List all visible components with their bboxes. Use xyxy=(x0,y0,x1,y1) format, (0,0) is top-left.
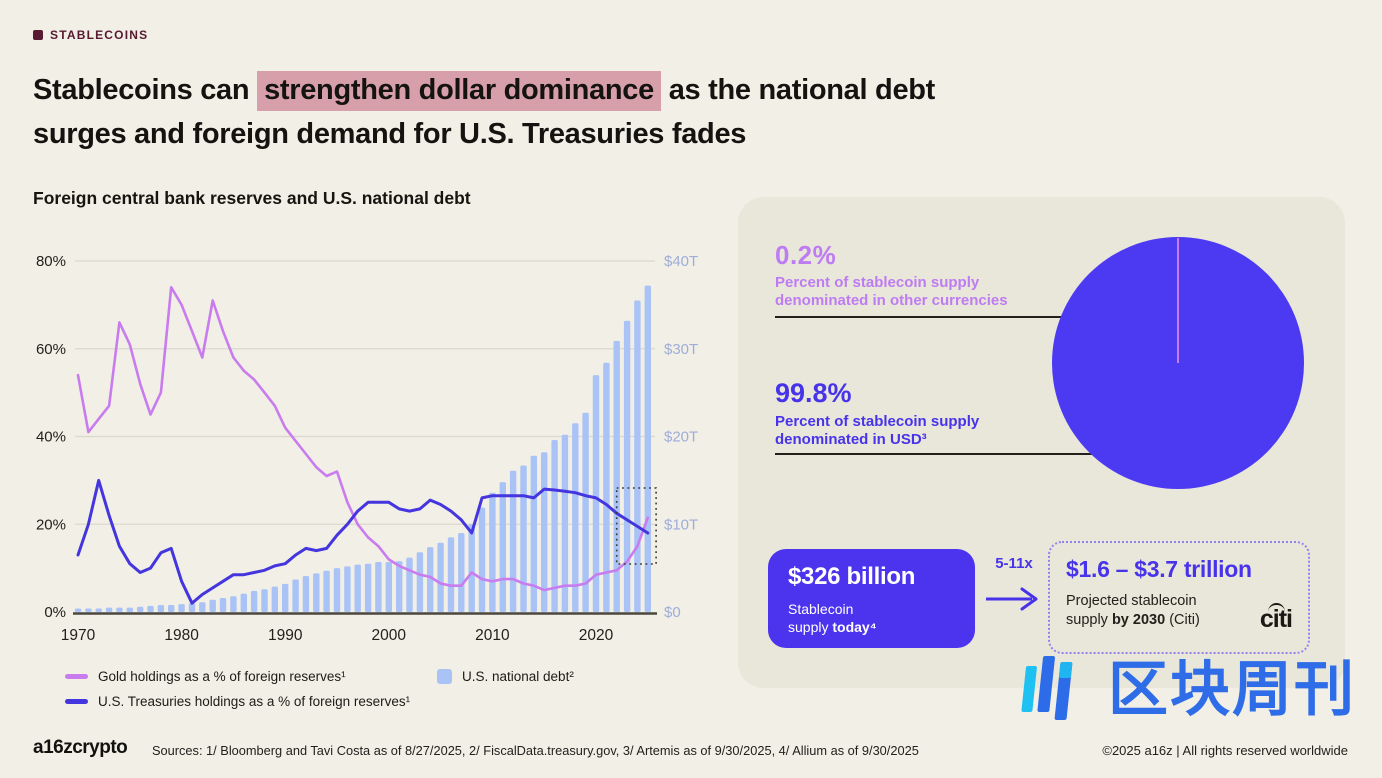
citi-arc-icon xyxy=(1267,603,1285,612)
legend-gold-label: Gold holdings as a % of foreign reserves… xyxy=(98,669,346,684)
right-arrow-icon xyxy=(986,587,1038,611)
watermark: 区块周刊 xyxy=(1014,648,1356,720)
multiplier-label: 5-11x xyxy=(995,555,1033,572)
legend-treasuries: U.S. Treasuries holdings as a % of forei… xyxy=(65,694,410,709)
stablecoins-tag: STABLECOINS xyxy=(33,28,148,42)
title-line2: surges and foreign demand for U.S. Treas… xyxy=(33,118,747,150)
tag-label: STABLECOINS xyxy=(50,28,149,42)
supply-today-label-line2: supply today⁴ xyxy=(788,619,877,635)
supply-today-label: Stablecoin supply today⁴ xyxy=(788,600,955,636)
pointer-line-usd xyxy=(775,453,1092,455)
debt-bar-swatch-icon xyxy=(437,669,452,684)
svg-text:2020: 2020 xyxy=(579,627,614,644)
stat-other-desc: Percent of stablecoin supply denominated… xyxy=(775,274,1008,310)
title-pre: Stablecoins can xyxy=(33,74,258,106)
gold-line-swatch-icon xyxy=(65,674,88,679)
svg-text:0%: 0% xyxy=(44,604,66,621)
projected-supply-card: $1.6 – $3.7 trillion Projected stablecoi… xyxy=(1048,541,1310,654)
stat-usd-desc: Percent of stablecoin supply denominated… xyxy=(775,413,979,449)
legend-debt-label: U.S. national debt² xyxy=(462,669,574,684)
svg-text:20%: 20% xyxy=(36,516,66,533)
citi-logo: citi xyxy=(1259,603,1293,633)
svg-text:$30T: $30T xyxy=(664,341,698,358)
stablecoin-supply-today-card: $326 billion Stablecoin supply today⁴ xyxy=(768,549,975,648)
chart-heading: Foreign central bank reserves and U.S. n… xyxy=(33,188,471,208)
svg-text:$40T: $40T xyxy=(664,253,698,270)
svg-text:2000: 2000 xyxy=(372,627,407,644)
projected-label: Projected stablecoin supply by 2030 (Cit… xyxy=(1066,592,1292,630)
svg-text:$0: $0 xyxy=(664,604,681,621)
tag-square-icon xyxy=(33,30,43,40)
sources-note: Sources: 1/ Bloomberg and Tavi Costa as … xyxy=(152,743,919,758)
legend-treasuries-label: U.S. Treasuries holdings as a % of forei… xyxy=(98,694,411,709)
svg-text:1970: 1970 xyxy=(61,627,96,644)
svg-text:60%: 60% xyxy=(36,341,66,358)
projected-value: $1.6 – $3.7 trillion xyxy=(1066,556,1252,582)
copyright-note: ©2025 a16z | All rights reserved worldwi… xyxy=(1102,743,1348,758)
projected-label-line1: Projected stablecoin xyxy=(1066,593,1197,609)
stat-usd-desc-line2: denominated in USD³ xyxy=(775,431,927,448)
projected-label-line2: supply by 2030 (Citi) xyxy=(1066,612,1200,628)
watermark-text: 区块周刊 xyxy=(1108,656,1356,723)
legend-debt: U.S. national debt² xyxy=(437,669,574,684)
pointer-line-other xyxy=(775,316,1178,318)
supply-today-value: $326 billion xyxy=(788,563,916,590)
stat-usd-desc-line1: Percent of stablecoin supply xyxy=(775,413,980,430)
watermark-logo-icon xyxy=(1021,656,1073,720)
svg-text:$20T: $20T xyxy=(664,429,698,446)
svg-text:1990: 1990 xyxy=(268,627,303,644)
stablecoin-denomination-pie xyxy=(1052,237,1304,489)
svg-text:1980: 1980 xyxy=(164,627,199,644)
treasuries-line-swatch-icon xyxy=(65,699,88,704)
stat-other-value: 0.2% xyxy=(775,240,837,270)
supply-today-label-line1: Stablecoin xyxy=(788,601,854,617)
a16zcrypto-logo: a16zcrypto xyxy=(33,737,128,758)
stat-other-desc-line1: Percent of stablecoin supply xyxy=(775,274,980,291)
title-highlight: strengthen dollar dominance xyxy=(257,71,661,111)
svg-text:40%: 40% xyxy=(36,429,66,446)
stat-other-desc-line2: denominated in other currencies xyxy=(775,292,1008,309)
svg-text:2010: 2010 xyxy=(475,627,510,644)
title-post: as the national debt xyxy=(660,74,936,106)
svg-text:80%: 80% xyxy=(36,253,66,270)
page-title: Stablecoins can strengthen dollar domina… xyxy=(33,68,1313,156)
legend-gold: Gold holdings as a % of foreign reserves… xyxy=(65,669,346,684)
svg-text:$10T: $10T xyxy=(664,516,698,533)
stat-usd-value: 99.8% xyxy=(775,378,852,408)
